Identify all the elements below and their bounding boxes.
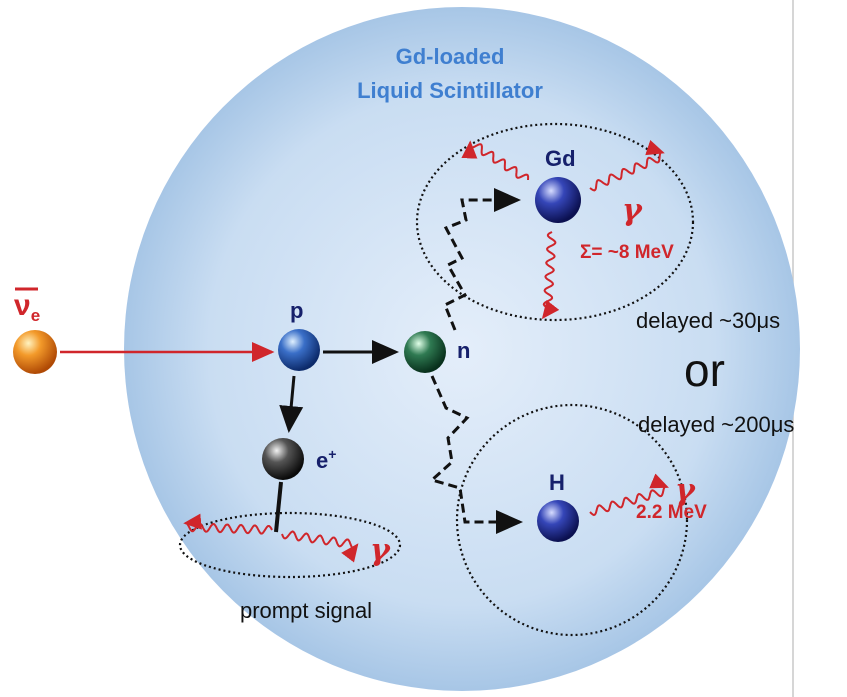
- energy-label: Σ= ~8 MeV: [580, 242, 674, 263]
- neutron-label: n: [457, 338, 470, 363]
- or-label: or: [684, 344, 725, 396]
- symbol: e: [316, 448, 328, 473]
- superscript: +: [328, 446, 336, 462]
- gamma: γ: [370, 533, 391, 568]
- gamma: γ: [622, 193, 643, 228]
- title-line: Gd-loaded: [396, 44, 505, 69]
- title-line: Liquid Scintillator: [357, 78, 543, 103]
- diagram: Gd-loaded Liquid Scintillator νe p n e+ …: [0, 0, 847, 697]
- subscript: e: [31, 306, 40, 325]
- proton-label: p: [290, 298, 303, 323]
- delayed-label: delayed ~30μs: [636, 308, 780, 333]
- hydrogen-label: H: [549, 470, 565, 495]
- energy-label: 2.2 MeV: [636, 502, 707, 523]
- antineutrino-label: νe: [14, 289, 40, 325]
- gadolinium-label: Gd: [545, 146, 576, 171]
- symbol: ν: [14, 289, 31, 322]
- delayed-label: delayed ~200μs: [638, 412, 794, 437]
- prompt-label: prompt signal: [240, 598, 372, 623]
